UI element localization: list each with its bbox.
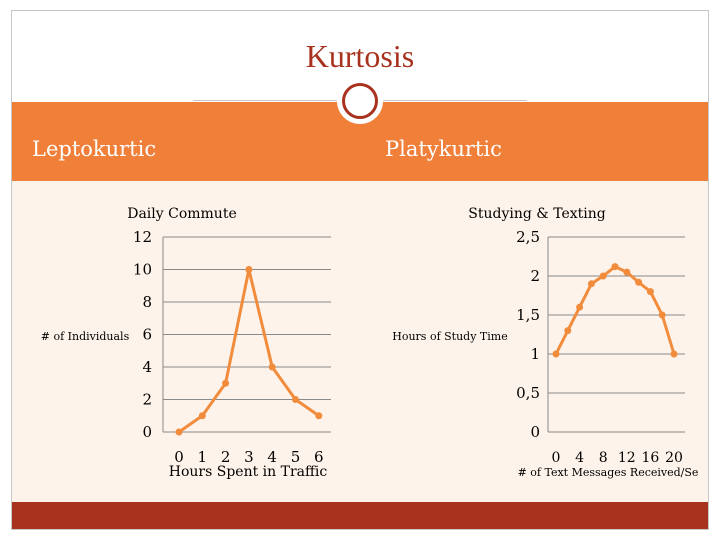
data-point	[599, 272, 607, 280]
x-tick-label: 0	[552, 450, 561, 466]
data-point	[268, 363, 276, 371]
x-tick-label: 12	[618, 450, 636, 466]
data-point	[222, 379, 230, 387]
data-point	[623, 268, 631, 276]
x-tick-label: 20	[665, 450, 683, 466]
data-point	[635, 278, 643, 286]
y-tick-label: 6	[142, 326, 152, 344]
x-axis-label: # of Text Messages Received/Se	[518, 466, 699, 479]
y-tick-label: 12	[133, 228, 152, 246]
footer-bar	[12, 502, 708, 529]
content-panel	[12, 181, 708, 502]
y-tick-label: 2	[142, 391, 152, 409]
chart-studying-texting: Studying & Texting Hours of Study Time #…	[392, 206, 698, 479]
data-point	[658, 311, 666, 319]
x-tick-label: 3	[244, 448, 254, 466]
data-point	[175, 428, 183, 436]
data-point	[198, 412, 206, 420]
data-point	[564, 327, 572, 335]
y-tick-label: 1,5	[516, 306, 540, 324]
y-tick-label: 0	[142, 423, 152, 441]
data-point	[587, 280, 595, 288]
data-point	[552, 350, 560, 358]
data-point	[576, 303, 584, 311]
platykurtic-heading: Platykurtic	[385, 137, 502, 161]
y-axis-label: Hours of Study Time	[392, 330, 507, 343]
slide-title: Kurtosis	[305, 38, 415, 74]
circle-icon	[342, 83, 378, 119]
x-tick-label: 6	[314, 448, 324, 466]
data-point	[315, 412, 323, 420]
chart-daily-commute: Daily Commute # of Individuals Hours Spe…	[41, 206, 331, 480]
chart-title: Studying & Texting	[468, 206, 605, 222]
x-tick-label: 5	[291, 448, 301, 466]
series-line	[178, 268, 320, 434]
data-point	[292, 396, 299, 403]
y-tick-label: 8	[142, 293, 152, 311]
x-tick-label: 4	[267, 448, 277, 466]
x-tick-label: 0	[174, 448, 184, 466]
x-tick-label: 8	[599, 450, 608, 466]
x-tick-label: 2	[221, 448, 231, 466]
y-axis-label: # of Individuals	[41, 330, 130, 343]
data-point	[670, 350, 678, 358]
data-point	[646, 288, 654, 296]
y-tick-label: 0,5	[516, 384, 540, 402]
y-tick-label: 10	[133, 261, 152, 279]
chart-title: Daily Commute	[127, 206, 237, 222]
y-tick-label: 1	[530, 345, 540, 363]
y-tick-label: 2,5	[516, 228, 540, 246]
leptokurtic-heading: Leptokurtic	[32, 137, 157, 161]
data-point	[611, 263, 619, 271]
y-tick-label: 2	[530, 267, 540, 285]
x-axis-label: Hours Spent in Traffic	[169, 464, 328, 480]
x-tick-label: 1	[198, 448, 208, 466]
x-tick-label: 4	[575, 450, 584, 466]
y-tick-label: 4	[142, 358, 152, 376]
data-point	[245, 266, 253, 273]
series-line	[554, 265, 676, 355]
x-tick-label: 16	[641, 450, 659, 466]
y-tick-label: 0	[530, 423, 540, 441]
